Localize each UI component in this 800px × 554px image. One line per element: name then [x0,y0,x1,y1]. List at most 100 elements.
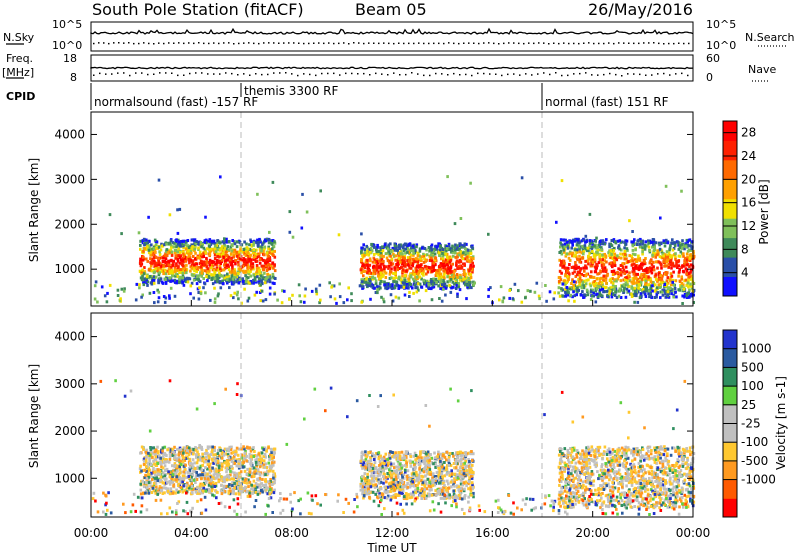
scatter-cell [397,253,400,257]
date-label: 26/May/2016 [588,0,693,19]
scatter-cell [430,298,434,302]
scatter-cell [153,265,156,269]
scatter-cell [406,256,410,260]
scatter-cell [559,278,563,282]
scatter-cell [461,257,465,261]
scatter-cell [571,239,575,243]
nave-point [207,73,209,75]
scatter-cell [406,263,410,267]
nave-label: Nave [748,63,776,76]
scatter-cell [194,475,198,479]
scatter-cell [487,294,490,298]
scatter-cell [439,287,442,290]
scatter-cell [450,273,454,277]
scatter-cell [690,293,694,297]
scatter-cell [619,296,623,299]
scatter-cell [223,461,226,465]
scatter-cell [161,471,165,475]
scatter-cell [600,263,604,267]
scatter-cell [267,254,270,258]
scatter-cell [260,245,263,249]
scatter-cell [234,453,237,456]
nave-point [345,72,347,75]
scatter-cell [197,246,200,250]
scatter-cell [237,272,240,275]
scatter-cell [467,272,471,276]
scatter-cell [597,261,601,265]
nsearch-point [573,42,575,45]
scatter-cell [456,275,459,279]
scatter-cell [182,252,185,256]
scatter-cell [214,250,218,254]
scatter-cell [599,276,603,280]
scatter-cell [387,243,390,247]
scatter-cell [455,255,459,259]
scatter-cell [588,251,591,255]
scatter-cell [598,258,602,262]
scatter-cell [664,184,668,188]
scatter-cell [423,264,427,268]
nave-point [525,73,527,75]
scatter-cell [232,475,236,479]
nsearch-point [463,42,465,44]
scatter-cell [403,276,406,280]
scatter-cell [408,290,411,294]
scatter-cell [367,271,371,275]
scatter-cell [671,263,674,267]
scatter-cell [168,452,172,456]
scatter-cell [162,457,166,461]
scatter-cell [658,243,661,247]
nave-point [633,73,635,75]
scatter-cell [372,268,376,272]
scatter-cell [613,271,617,275]
scatter-cell [565,252,569,256]
scatter-cell [189,269,192,273]
scatter-cell [166,250,170,254]
scatter-cell [403,281,406,285]
scatter-cell [399,255,403,259]
scatter-cell [157,260,160,264]
scatter-cell [230,252,233,256]
scatter-cell [401,262,404,266]
scatter-cell [211,282,215,286]
scatter-cell [443,273,446,277]
scatter-cell [623,253,627,256]
scatter-cell [178,467,182,471]
scatter-cell [595,287,599,291]
scatter-cell [638,257,641,261]
scatter-cell [412,253,415,257]
scatter-cell [264,462,268,466]
scatter-cell [189,258,193,262]
scatter-cell [648,261,652,265]
scatter-cell [143,246,146,250]
scatter-cell [176,267,180,271]
nave-point [261,73,263,76]
scatter-cell [147,487,150,491]
scatter-cell [560,262,564,266]
scatter-cell [578,248,581,251]
scatter-cell [247,270,250,274]
scatter-cell [237,466,241,470]
scatter-cell [650,262,654,266]
scatter-cell [589,290,593,294]
scatter-cell [621,252,625,256]
scatter-cell [255,273,258,277]
scatter-cell [164,460,168,464]
scatter-cell [177,277,181,281]
nsearch-point [663,43,665,45]
scatter-cell [168,250,171,254]
nsearch-point [668,42,670,45]
scatter-cell [231,451,235,455]
scatter-cell [231,466,234,470]
scatter-cell [576,240,579,244]
nave-point [147,73,149,76]
scatter-cell [175,239,179,242]
scatter-cell [380,295,383,299]
scatter-cell [429,253,433,257]
scatter-cell [143,243,146,247]
scatter-cell [654,283,657,287]
scatter-cell [273,249,276,253]
power-y-axis-title: Slant Range [km] [27,158,41,262]
scatter-cell [649,278,653,282]
scatter-cell [232,477,236,481]
